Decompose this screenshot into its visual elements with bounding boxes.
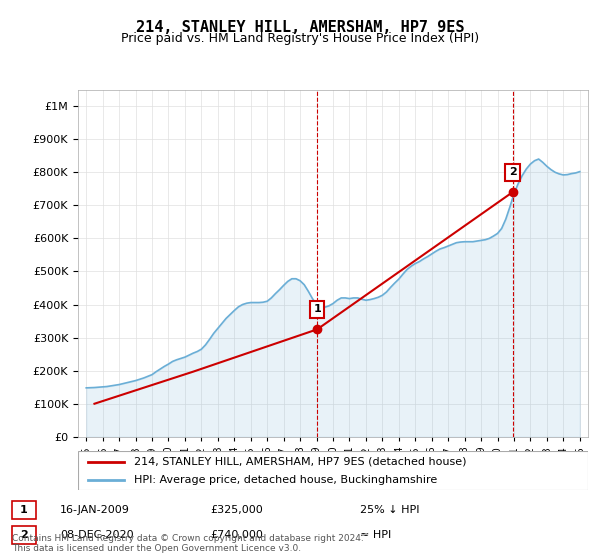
Text: 16-JAN-2009: 16-JAN-2009 — [60, 505, 130, 515]
FancyBboxPatch shape — [12, 526, 36, 544]
Text: ≈ HPI: ≈ HPI — [360, 530, 391, 540]
Text: HPI: Average price, detached house, Buckinghamshire: HPI: Average price, detached house, Buck… — [134, 475, 437, 485]
Text: 08-DEC-2020: 08-DEC-2020 — [60, 530, 134, 540]
Text: 2: 2 — [509, 167, 517, 178]
Text: 1: 1 — [313, 305, 321, 315]
Text: 214, STANLEY HILL, AMERSHAM, HP7 9ES (detached house): 214, STANLEY HILL, AMERSHAM, HP7 9ES (de… — [134, 457, 467, 467]
Text: 25% ↓ HPI: 25% ↓ HPI — [360, 505, 419, 515]
FancyBboxPatch shape — [12, 501, 36, 519]
Text: £325,000: £325,000 — [210, 505, 263, 515]
Text: 2: 2 — [20, 530, 28, 540]
Text: Price paid vs. HM Land Registry's House Price Index (HPI): Price paid vs. HM Land Registry's House … — [121, 32, 479, 45]
Text: 1: 1 — [20, 505, 28, 515]
Text: Contains HM Land Registry data © Crown copyright and database right 2024.
This d: Contains HM Land Registry data © Crown c… — [12, 534, 364, 553]
Text: £740,000: £740,000 — [210, 530, 263, 540]
Text: 214, STANLEY HILL, AMERSHAM, HP7 9ES: 214, STANLEY HILL, AMERSHAM, HP7 9ES — [136, 20, 464, 35]
FancyBboxPatch shape — [78, 451, 588, 490]
